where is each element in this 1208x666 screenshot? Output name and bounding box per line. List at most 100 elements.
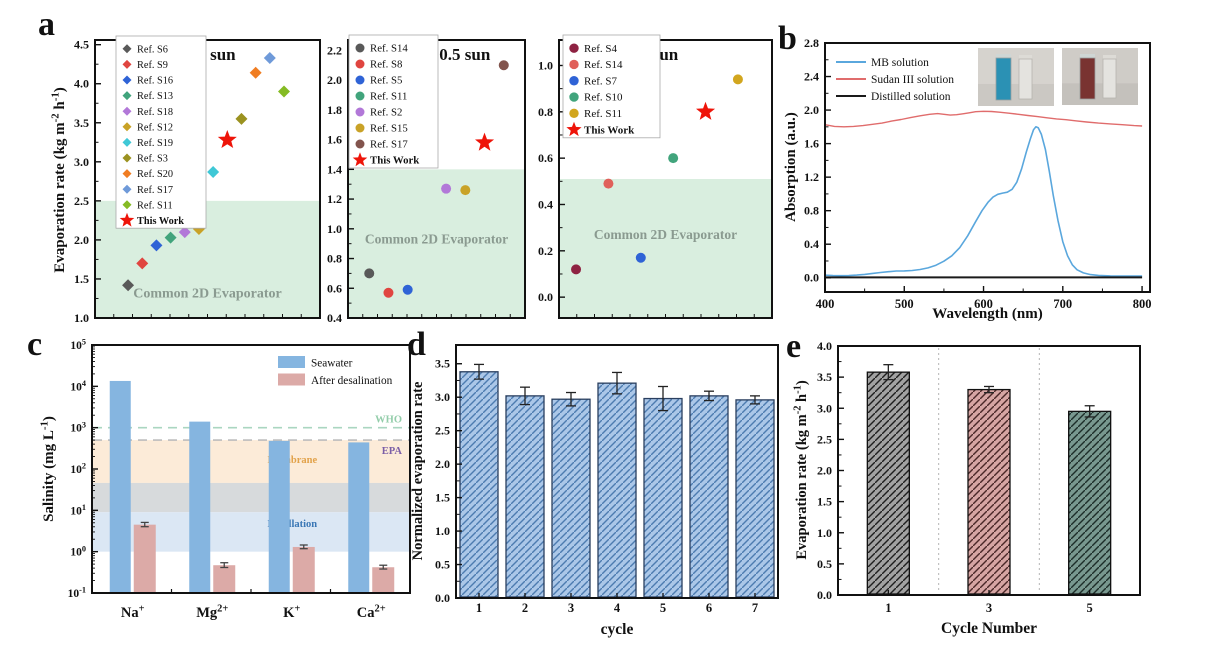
legend-marker (122, 106, 132, 116)
bar-cycle-5 (1068, 410, 1112, 595)
clear-cuvette (1102, 58, 1117, 99)
x-tick-label: 6 (706, 601, 712, 615)
legend-label: Ref. S8 (370, 59, 402, 71)
x-tick-label: 4 (614, 601, 621, 615)
panel-d-letter: d (407, 326, 426, 363)
legend-marker (569, 43, 579, 53)
bar-after-desalination (213, 565, 236, 592)
bar-cycle-1 (866, 371, 910, 595)
y-tick-label: 2.0 (327, 73, 342, 87)
y-tick-label: 0.4 (804, 237, 819, 251)
category-label: Ca2+ (357, 603, 386, 621)
x-tick-label: 800 (1133, 297, 1152, 311)
legend-marker (122, 91, 132, 101)
scatter-point (498, 60, 509, 71)
scatter-point (150, 239, 163, 252)
y-tick-label: 3.5 (435, 357, 450, 371)
y-tick-label: 4.5 (74, 38, 89, 52)
x-tick-label: 5 (660, 601, 666, 615)
y-tick-label: 0.4 (538, 197, 553, 211)
x-tick-label: 700 (1053, 297, 1072, 311)
legend-marker (122, 137, 132, 147)
y-tick-label: 105 (70, 338, 86, 352)
y-tick-label: 1.5 (435, 491, 450, 505)
y-tick-label: 101 (70, 503, 86, 517)
curve-mb-solution (824, 126, 1143, 277)
legend-marker (569, 108, 579, 119)
y-tick-label: 2.0 (74, 233, 89, 247)
y-tick-label: 0.8 (538, 105, 553, 119)
guide-label: EPA (382, 446, 403, 457)
y-tick-label: 0.5 (817, 557, 832, 571)
legend-marker (122, 153, 132, 163)
y-tick-label: 4.0 (817, 339, 832, 353)
legend-label: Ref. S14 (370, 43, 408, 55)
y-tick-label: 0.0 (435, 591, 450, 605)
legend-marker (122, 75, 132, 85)
legend-marker (566, 121, 582, 137)
x-tick-label: 3 (568, 601, 574, 615)
y-tick-label: 3.5 (74, 116, 89, 130)
legend-marker (355, 139, 365, 149)
inset-photo-shadow (978, 83, 1054, 106)
legend-label: Ref. S20 (137, 169, 173, 180)
x-tick-label: 500 (895, 297, 914, 311)
scatter-point (402, 284, 413, 295)
y-tick-label: 2.5 (817, 432, 832, 446)
legend-marker (122, 59, 132, 69)
legend-label: Ref. S10 (584, 92, 623, 104)
category-label: Na+ (121, 603, 145, 621)
legend-label: Ref. S11 (370, 91, 407, 103)
legend-marker (119, 212, 135, 227)
y-tick-label: 0.6 (538, 151, 553, 165)
scatter-point (668, 153, 679, 164)
y-tick-label: 0.8 (327, 252, 342, 266)
y-tick-label: 1.5 (74, 272, 89, 286)
y-tick-label: 103 (70, 420, 86, 434)
legend-label: This Work (370, 155, 419, 167)
legend-label: Ref. S5 (370, 75, 402, 87)
legend-marker (352, 152, 368, 167)
filled-cuvette (1079, 57, 1096, 100)
y-tick-label: 2.0 (817, 464, 832, 478)
legend-marker (122, 122, 132, 132)
cuvette-cap (1080, 54, 1095, 58)
x-tick-label: 2 (522, 601, 528, 615)
scatter-point (571, 264, 582, 275)
y-tick-label: 2.0 (435, 457, 450, 471)
legend-swatch (278, 373, 305, 386)
y-tick-label: 2.0 (804, 103, 819, 117)
y-tick-label: 3.0 (817, 401, 832, 415)
y-tick-label: 2.4 (804, 70, 819, 84)
bar-seawater (189, 421, 211, 592)
legend-marker (569, 76, 579, 86)
this-work-star-marker (696, 101, 716, 120)
category-label: K+ (283, 603, 300, 621)
curve-sudan-iii-solution (824, 110, 1143, 128)
y-tick-label: 1.0 (327, 222, 342, 236)
scatter-point (178, 226, 191, 239)
y-tick-label: 0.8 (804, 204, 819, 218)
y-tick-label: 1.0 (817, 526, 832, 540)
y-tick-label: 1.8 (327, 103, 342, 117)
clear-cuvette (1018, 58, 1033, 100)
legend-marker (355, 43, 365, 53)
legend-label: Ref. S4 (584, 43, 618, 55)
y-tick-label: 104 (70, 379, 86, 393)
legend-label: Ref. S13 (137, 91, 173, 102)
scatter-point (635, 252, 646, 263)
scatter-point (235, 112, 248, 125)
legend-label: Ref. S17 (137, 185, 173, 196)
y-tick-label: 1.4 (327, 162, 342, 176)
bar-cycle-6 (689, 395, 729, 598)
scatter-point (249, 66, 262, 79)
legend-label: This Work (137, 216, 184, 227)
bar-after-desalination (372, 567, 395, 592)
bar-after-desalination (133, 524, 156, 592)
this-work-star-marker (217, 130, 237, 148)
y-tick-label: 1.0 (74, 311, 89, 325)
x-tick-label: 7 (752, 601, 758, 615)
y-axis-label: Evaporation rate (kg m-2 h-1) (792, 380, 810, 560)
